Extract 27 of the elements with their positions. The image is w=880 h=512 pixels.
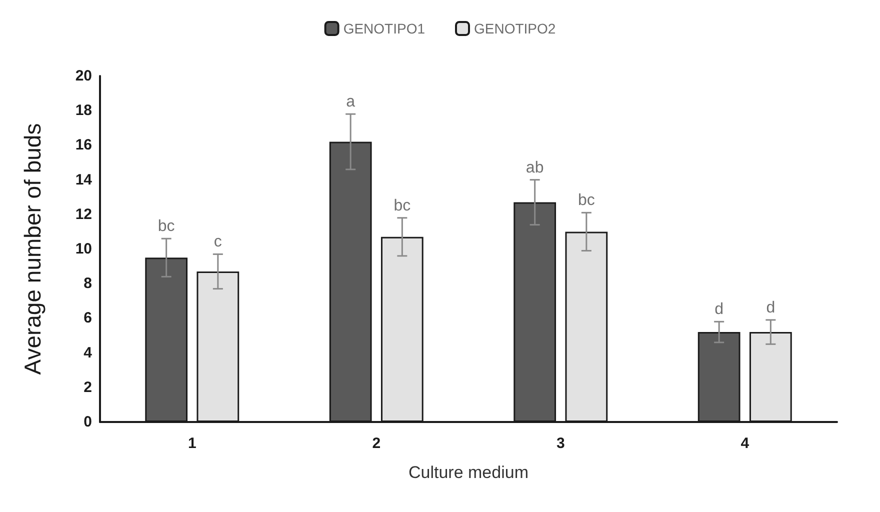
y-tick-label: 10: [75, 240, 92, 258]
x-tick-label: 4: [740, 435, 750, 452]
y-tick-label: 20: [75, 68, 92, 84]
y-tick-label: 2: [84, 378, 92, 396]
legend-label: GENOTIPO2: [474, 20, 556, 36]
data-label: d: [714, 301, 724, 318]
x-axis-title: Culture medium: [408, 463, 528, 482]
data-label: ab: [526, 159, 544, 176]
y-tick-label: 12: [75, 206, 92, 223]
data-label: c: [214, 234, 222, 251]
y-tick-label: 16: [75, 136, 92, 154]
data-label: bc: [394, 197, 411, 214]
data-label: bc: [578, 192, 595, 210]
y-tick-label: 8: [84, 275, 92, 292]
y-tick-label: 18: [75, 102, 92, 120]
legend-label: GENOTIPO1: [343, 20, 426, 36]
data-label: bc: [158, 218, 175, 236]
x-tick-label: 2: [372, 435, 381, 452]
x-tick-label: 3: [556, 435, 565, 452]
y-tick-label: 14: [75, 171, 93, 188]
y-tick-label: 4: [84, 344, 93, 362]
data-label: a: [346, 94, 356, 111]
y-tick-label: 6: [84, 310, 92, 327]
x-tick-label: 1: [188, 435, 196, 452]
y-tick-label: 0: [84, 414, 92, 430]
y-axis-title: Average number of buds: [20, 123, 46, 375]
data-label: d: [766, 299, 776, 316]
